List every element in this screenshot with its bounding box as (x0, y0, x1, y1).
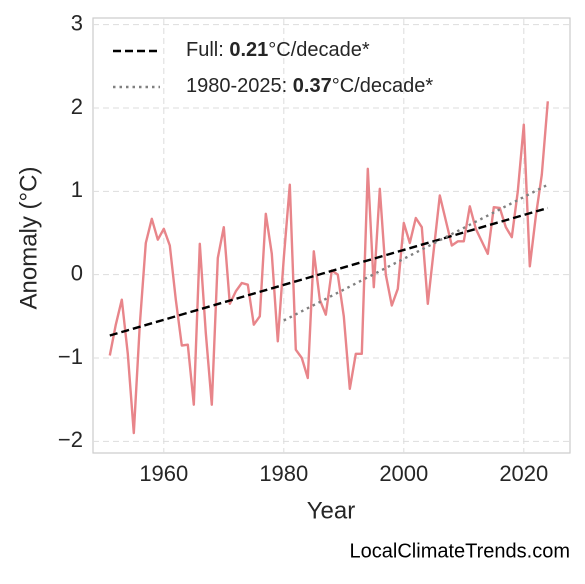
x-tick-label: 2020 (499, 461, 548, 486)
legend-text-part: °C/decade* (332, 75, 434, 97)
x-tick-label: 1980 (259, 461, 308, 486)
y-tick-label: 0 (71, 260, 83, 285)
legend-text-part: 0.37 (293, 75, 332, 97)
y-tick-label: −2 (58, 427, 83, 452)
y-tick-label: 3 (71, 10, 83, 35)
source: LocalClimateTrends.com (350, 540, 570, 562)
legend-text-part: 0.21 (229, 39, 268, 61)
legend-text-part: Full: (186, 39, 229, 61)
y-tick-label: 2 (71, 94, 83, 119)
trend-line (283, 183, 549, 322)
data-line (108, 101, 549, 435)
x-axis-label: Year (307, 497, 356, 524)
legend-text-part: 1980-2025: (186, 75, 293, 97)
x-tick-label: 2000 (379, 461, 428, 486)
y-tick-label: −1 (58, 344, 83, 369)
y-axis-label: Anomaly (°C) (15, 167, 42, 310)
legend-label: Full: 0.21°C/decade* (186, 39, 370, 61)
legend-label: 1980-2025: 0.37°C/decade* (186, 75, 433, 97)
y-tick-label: 1 (71, 177, 83, 202)
grid (93, 18, 570, 453)
legend-text-part: °C/decade* (268, 39, 370, 61)
trend-line (109, 206, 549, 337)
x-tick-label: 1960 (139, 461, 188, 486)
